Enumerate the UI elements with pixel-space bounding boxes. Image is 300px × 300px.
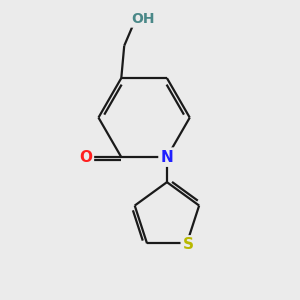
Text: S: S: [183, 237, 194, 252]
Text: N: N: [160, 150, 173, 165]
Text: O: O: [79, 150, 92, 165]
Text: OH: OH: [132, 12, 155, 26]
